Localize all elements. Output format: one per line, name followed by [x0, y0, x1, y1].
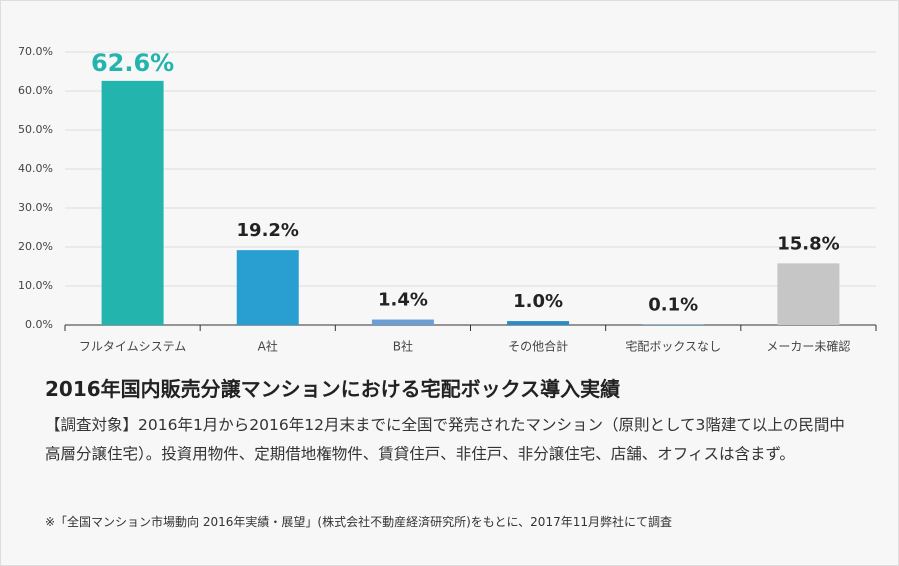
x-tick-label: 宅配ボックスなし — [625, 339, 721, 354]
y-tick-label: 30.0% — [18, 201, 53, 214]
y-tick-label: 70.0% — [18, 45, 53, 58]
value-label: 1.0% — [513, 291, 563, 312]
x-tick-label: その他合計 — [508, 339, 568, 354]
bar — [236, 250, 299, 325]
y-tick-label: 0.0% — [25, 318, 53, 331]
y-tick-label: 20.0% — [18, 240, 53, 253]
value-label: 62.6% — [91, 49, 174, 77]
bar — [777, 263, 840, 325]
note: ※「全国マンション市場動向 2016年実績・展望」(株式会社不動産経済研究所)を… — [45, 515, 672, 529]
chart: 0.0% 10.0% 20.0% 30.0% 40.0% 50.0% 60.0% 70.0% フ… — [18, 45, 877, 354]
y-tick-label: 40.0% — [18, 162, 53, 175]
description: 【調査対象】2016年1月から2016年12月末までに全国で発売されたマンション… — [45, 416, 845, 463]
x-tick-label: メーカー未確認 — [766, 339, 850, 354]
x-tick-label: フルタイムシステム — [79, 340, 186, 354]
chart-title: 2016年国内販売分譲マンションにおける宅配ボックス導入実績 — [45, 377, 621, 401]
bar — [371, 319, 434, 325]
value-label: 19.2% — [237, 220, 299, 241]
bar — [507, 321, 570, 325]
y-tick-label: 60.0% — [18, 84, 53, 97]
value-label: 15.8% — [777, 233, 839, 254]
y-tick-label: 10.0% — [18, 279, 53, 292]
value-label: 1.4% — [378, 290, 428, 311]
bar — [101, 80, 164, 325]
x-tick-label: A社 — [258, 339, 278, 354]
x-tick-label: B社 — [393, 339, 413, 354]
value-label: 0.1% — [648, 295, 698, 316]
y-tick-label: 50.0% — [18, 123, 53, 136]
